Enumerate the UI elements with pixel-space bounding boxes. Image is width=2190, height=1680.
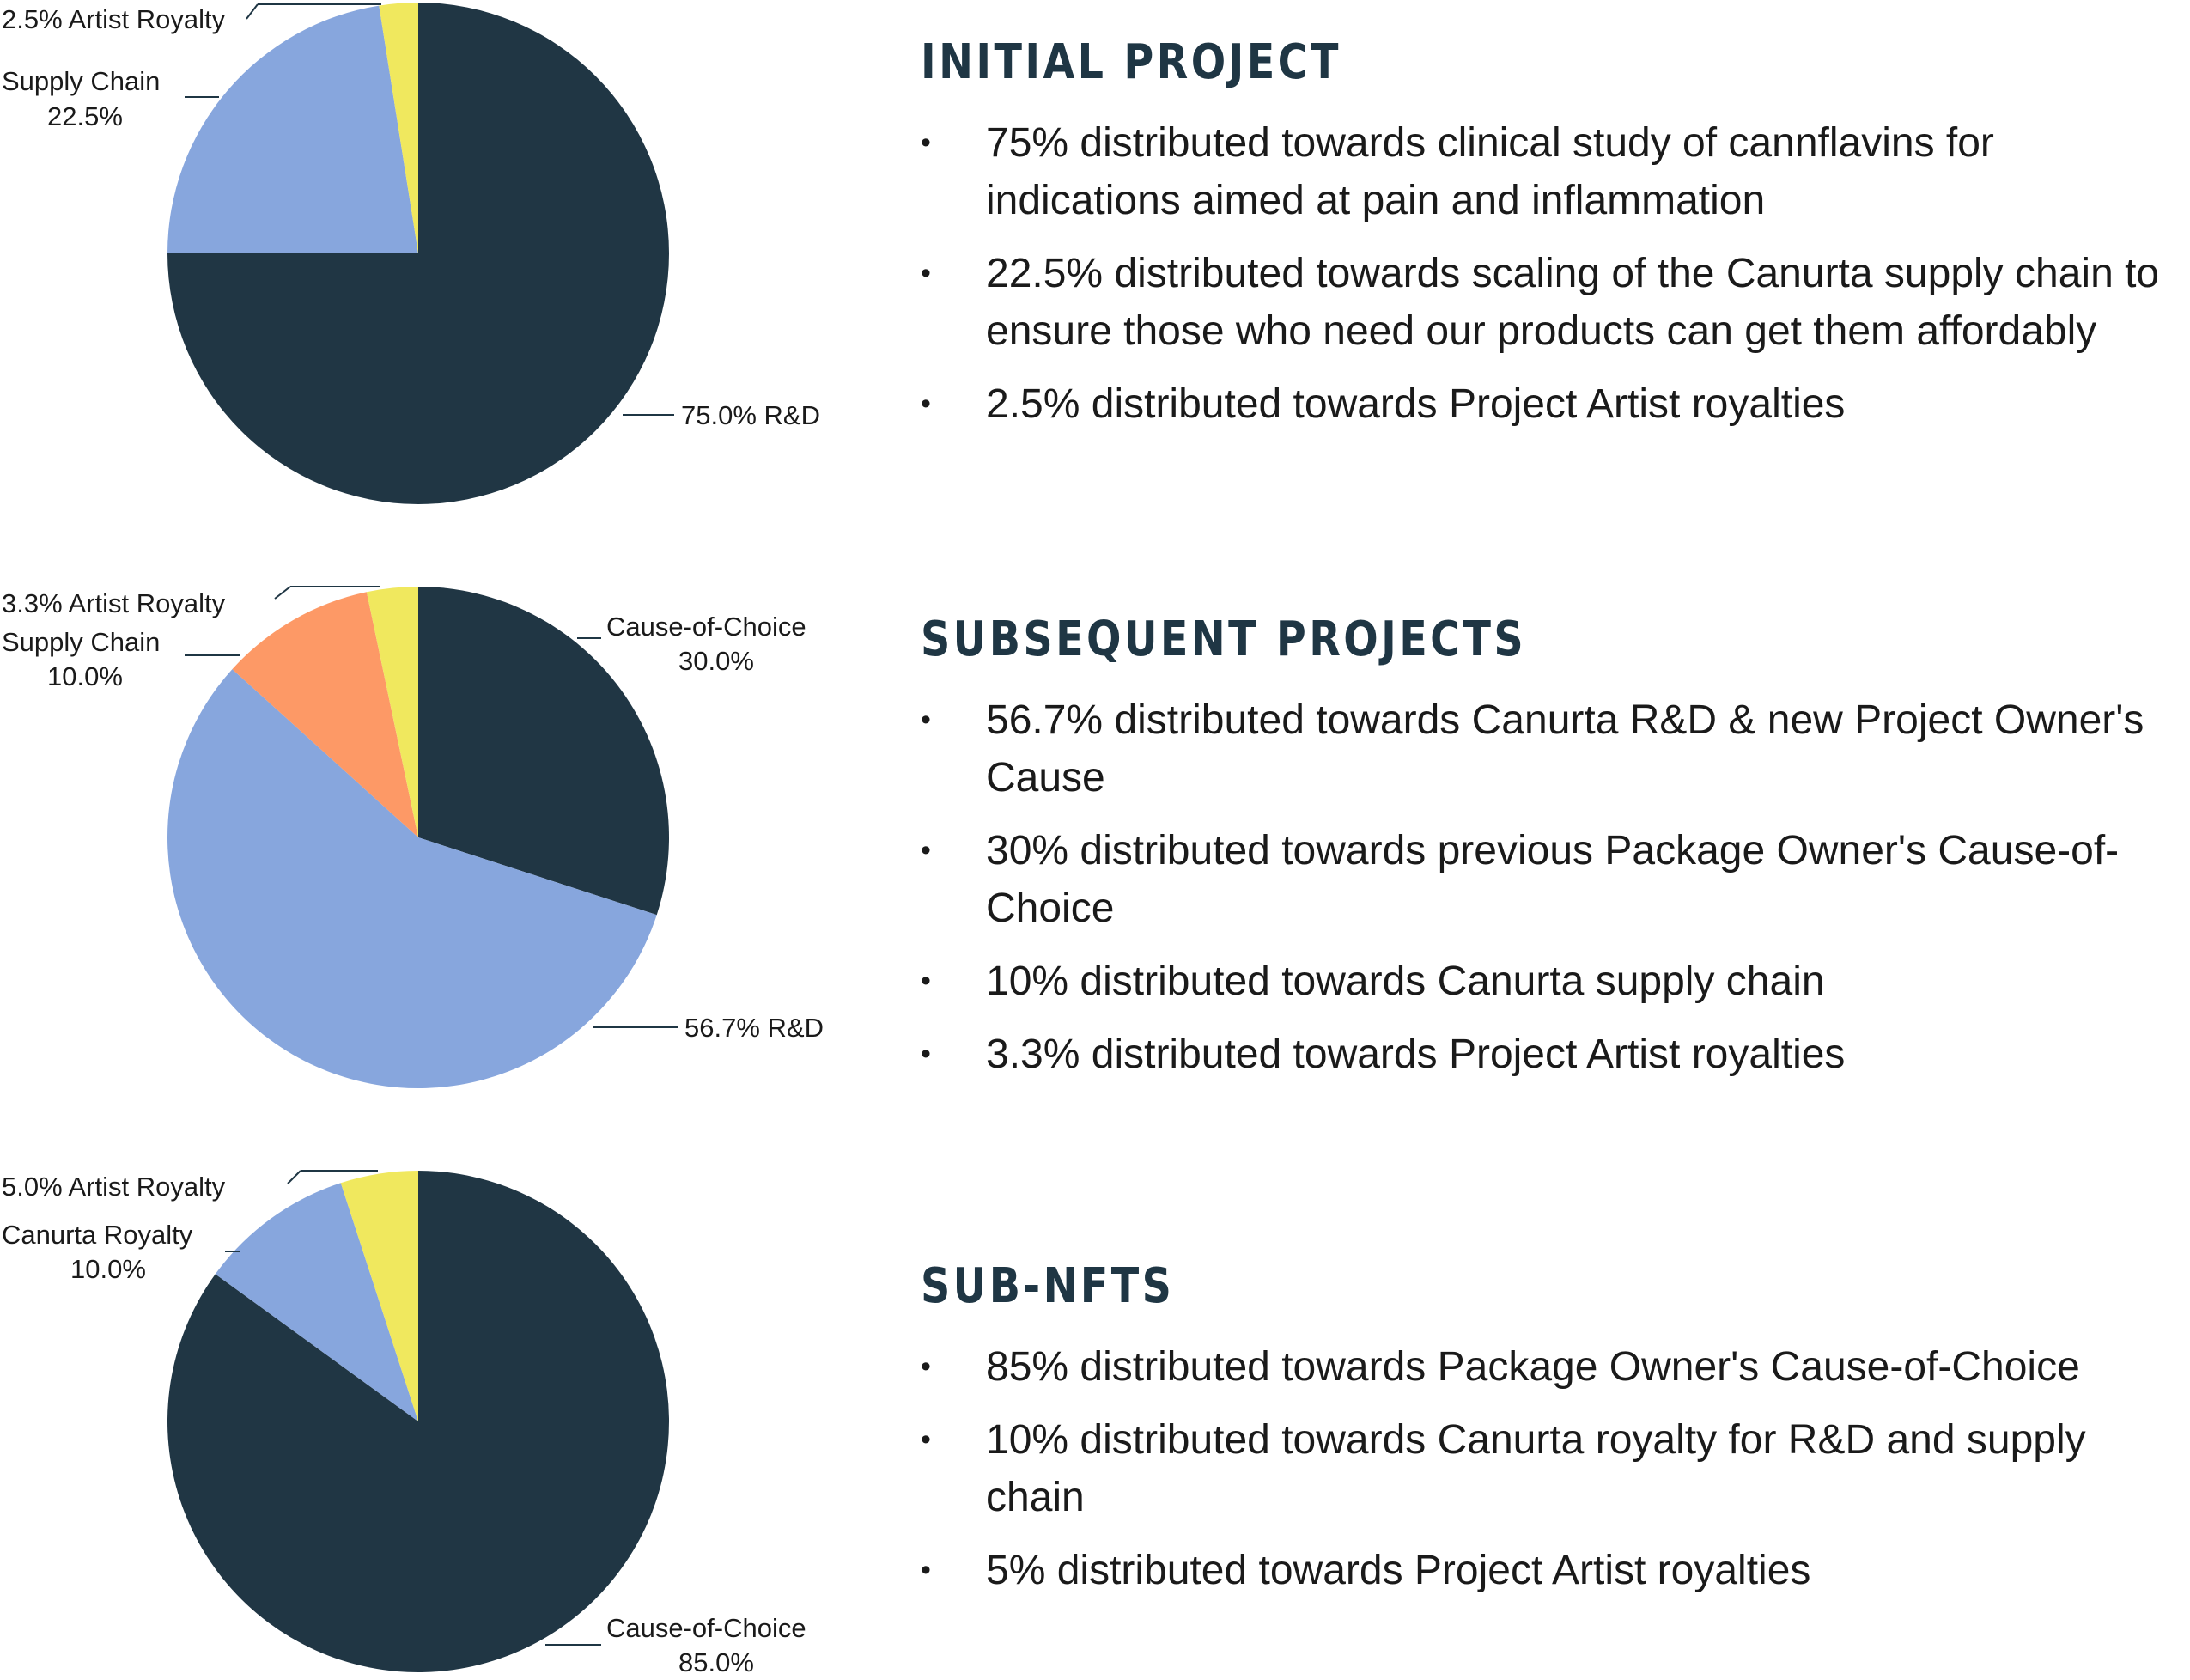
- pie-slice-cause-of-choice: [418, 587, 669, 916]
- pie-slice-r-d: [167, 669, 657, 1088]
- section-subsequent-projects: SUBSEQUENT PROJECTS 56.7% distributed to…: [921, 612, 2183, 1099]
- pie-chart-subsequent-projects: 3.3% Artist Royalty Supply Chain 10.0% C…: [2, 586, 824, 1088]
- pie-slice-supply-chain: [167, 5, 418, 254]
- label-supply-chain: Supply Chain: [2, 627, 160, 657]
- bullet-item: 5% distributed towards Project Artist ro…: [921, 1542, 2183, 1599]
- section-title: SUBSEQUENT PROJECTS: [921, 612, 1527, 667]
- bullet-list: 56.7% distributed towards Canurta R&D & …: [921, 691, 2183, 1083]
- label-cause-of-choice: Cause-of-Choice: [606, 612, 806, 642]
- label-rd: 56.7% R&D: [684, 1013, 824, 1043]
- bullet-item: 75% distributed towards clinical study o…: [921, 114, 2183, 229]
- section-title: SUB-NFTS: [921, 1258, 1175, 1314]
- label-supply-chain-value: 10.0%: [47, 661, 123, 691]
- pie-slice-supply-chain: [232, 592, 418, 837]
- section-title: INITIAL PROJECT: [921, 34, 1341, 90]
- label-canurta-royalty-value: 10.0%: [70, 1254, 146, 1284]
- label-artist-royalty: 5.0% Artist Royalty: [2, 1172, 226, 1202]
- label-canurta-royalty: Canurta Royalty: [2, 1220, 193, 1250]
- label-rd: 75.0% R&D: [681, 400, 820, 430]
- pie-slice-artist-royalty: [366, 587, 418, 837]
- bullet-item: 2.5% distributed towards Project Artist …: [921, 375, 2183, 433]
- pie-chart-initial-project: 2.5% Artist Royalty Supply Chain 22.5% 7…: [2, 3, 820, 504]
- bullet-item: 10% distributed towards Canurta royalty …: [921, 1411, 2183, 1526]
- section-initial-project: INITIAL PROJECT 75% distributed towards …: [921, 34, 2183, 448]
- label-supply-chain-value: 22.5%: [47, 101, 123, 131]
- leader-artist-royalty-stub: [287, 1170, 301, 1184]
- label-cause-of-choice: Cause-of-Choice: [606, 1613, 806, 1643]
- pie-slice-artist-royalty: [379, 3, 418, 253]
- bullet-item: 10% distributed towards Canurta supply c…: [921, 953, 2183, 1010]
- label-artist-royalty: 2.5% Artist Royalty: [2, 4, 226, 34]
- label-cause-of-choice-value: 30.0%: [678, 646, 754, 676]
- bullet-list: 75% distributed towards clinical study o…: [921, 114, 2183, 433]
- section-sub-nfts: SUB-NFTS 85% distributed towards Package…: [921, 1258, 2183, 1615]
- label-artist-royalty: 3.3% Artist Royalty: [2, 588, 226, 618]
- bullet-list: 85% distributed towards Package Owner's …: [921, 1338, 2183, 1599]
- label-supply-chain: Supply Chain: [2, 66, 160, 96]
- label-cause-of-choice-value: 85.0%: [678, 1647, 754, 1677]
- bullet-item: 56.7% distributed towards Canurta R&D & …: [921, 691, 2183, 807]
- bullet-item: 3.3% distributed towards Project Artist …: [921, 1026, 2183, 1083]
- bullet-item: 30% distributed towards previous Package…: [921, 822, 2183, 937]
- pie-slice-canurta-royalty: [215, 1183, 418, 1421]
- bullet-item: 85% distributed towards Package Owner's …: [921, 1338, 2183, 1396]
- pie-chart-sub-nfts: 5.0% Artist Royalty Canurta Royalty 10.0…: [2, 1170, 806, 1677]
- pie-slice-artist-royalty: [340, 1171, 418, 1421]
- pie-charts: 2.5% Artist Royalty Supply Chain 22.5% 7…: [2, 3, 824, 1677]
- bullet-item: 22.5% distributed towards scaling of the…: [921, 245, 2183, 360]
- leader-artist-royalty-stub: [274, 586, 291, 600]
- leader-artist-royalty-stub: [246, 3, 259, 20]
